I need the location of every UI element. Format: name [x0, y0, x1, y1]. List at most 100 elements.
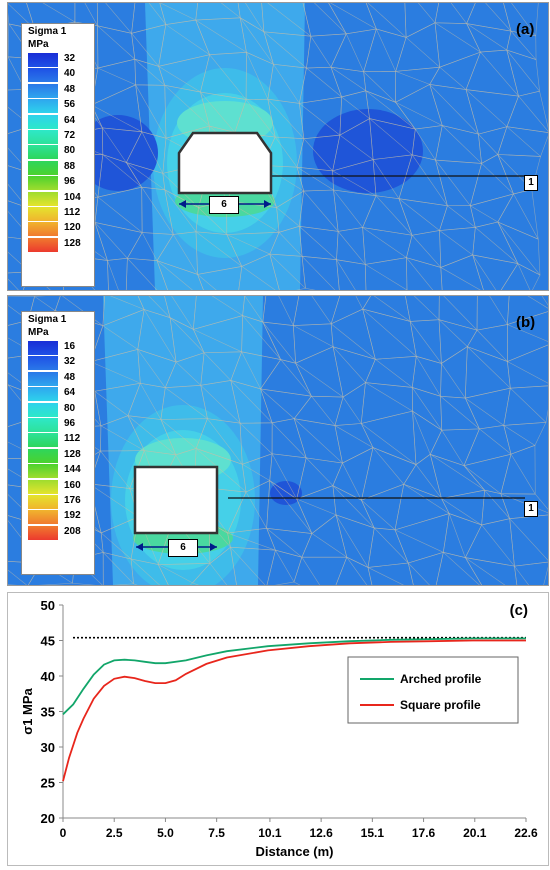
series-line	[62, 639, 526, 782]
arched-tunnel-opening	[177, 131, 273, 195]
colorbar-tick-label: 128	[64, 237, 81, 249]
colorbar-swatch	[28, 387, 58, 402]
colorbar-swatch	[28, 53, 58, 67]
panel-label-c: (c)	[510, 602, 528, 619]
colorbar-tick-label: 32	[64, 53, 76, 64]
mesh-lines	[8, 296, 548, 585]
colorbar-swatch	[28, 356, 58, 371]
colorbar-tick-label: 96	[64, 417, 76, 429]
colorbar-tick-label: 64	[64, 387, 76, 399]
colorbar-tick-label: 80	[64, 402, 76, 414]
y-tick-label: 40	[41, 669, 55, 684]
colorbar-tick-label: 112	[64, 433, 81, 445]
colorbar-tick-label: 160	[64, 479, 81, 491]
colorbar-swatch	[28, 464, 58, 479]
series-line	[62, 637, 526, 715]
y-tick-label: 35	[41, 705, 55, 720]
y-tick-label: 20	[41, 811, 55, 826]
y-axis-title: σ1 MPa	[20, 687, 35, 734]
x-tick-label: 15.1	[361, 826, 385, 840]
panel-label-a: (a)	[516, 21, 535, 38]
colorbar-swatch	[28, 68, 58, 83]
y-tick-label: 50	[41, 598, 55, 613]
colorbar-tick-label: 88	[64, 160, 76, 172]
sigma1-distance-chart: 20 25 30 35 40 45 50 0 2.5 5.0 7.5 10.1 12.6 15.1 17.6…	[7, 592, 549, 866]
x-tick-label: 5.0	[157, 826, 174, 840]
stress-contour-panel-b: Sigma 1 MPa 16 32 48 64 80 96 112 128 144 160 176 1…	[7, 295, 549, 586]
y-tick-label: 25	[41, 776, 55, 791]
colorbar-legend-b: Sigma 1 MPa 16 32 48 64 80 96 112 128 144 160 176 1…	[21, 311, 95, 575]
colorbar-tick-label: 16	[64, 341, 76, 352]
colorbar-swatch	[28, 160, 58, 175]
contour-plot-a	[8, 3, 548, 290]
colorbar-swatch	[28, 237, 58, 252]
x-tick-label: 2.5	[106, 826, 123, 840]
colorbar-unit-b: MPa	[28, 327, 49, 338]
colorbar-swatch	[28, 479, 58, 494]
x-tick-label: 10.1	[258, 826, 282, 840]
colorbar-swatch	[28, 83, 58, 98]
colorbar-swatch	[28, 525, 58, 540]
panel-label-b: (b)	[516, 314, 536, 331]
colorbar-swatch	[28, 417, 58, 432]
colorbar-tick-label: 128	[64, 448, 81, 460]
colorbar-swatch	[28, 510, 58, 525]
colorbar-tick-label: 112	[64, 206, 81, 218]
colorbar-swatch	[28, 448, 58, 463]
colorbar-swatch	[28, 114, 58, 129]
colorbar-tick-label: 56	[64, 99, 76, 111]
colorbar-swatch	[28, 341, 58, 355]
legend-label: Arched profile	[400, 672, 482, 686]
colorbar-swatch	[28, 191, 58, 206]
contour-plot-b	[8, 296, 548, 585]
square-tunnel-opening	[133, 465, 219, 535]
colorbar-tick-label: 208	[64, 525, 81, 537]
colorbar-tick-label: 104	[64, 191, 81, 203]
line-end-tag-a: 1	[524, 175, 538, 191]
colorbar-title-b: Sigma 1	[28, 314, 67, 325]
colorbar-tick-label: 32	[64, 356, 76, 368]
colorbar-swatch	[28, 206, 58, 221]
colorbar-unit-a: MPa	[28, 39, 49, 50]
colorbar-tick-label: 40	[64, 68, 76, 80]
legend-box	[347, 656, 519, 724]
x-tick-label: 7.5	[208, 826, 225, 840]
y-tick-label: 30	[41, 740, 55, 755]
x-axis-title: Distance (m)	[255, 844, 333, 859]
colorbar-tick-label: 96	[64, 176, 76, 188]
width-dimension-tag-a: 6	[209, 196, 239, 214]
colorbar-swatch	[28, 129, 58, 144]
colorbar-tick-label: 120	[64, 222, 81, 234]
colorbar-tick-label: 48	[64, 371, 76, 383]
colorbar-swatch	[28, 145, 58, 160]
y-tick-label: 45	[41, 634, 55, 649]
colorbar-swatch	[28, 176, 58, 191]
x-tick-label: 17.6	[412, 826, 436, 840]
colorbar-legend-a: Sigma 1 MPa 32 40 48 56 64 72 80 88 96 104 112 120 1…	[21, 23, 95, 287]
width-dimension-tag-b: 6	[168, 539, 198, 557]
colorbar-title-a: Sigma 1	[28, 26, 67, 37]
colorbar-tick-label: 144	[64, 464, 81, 476]
stress-contour-panel-a: Sigma 1 MPa 32 40 48 56 64 72 80 88 96 104 112 120 1…	[7, 2, 549, 291]
stress-zone-low-right	[270, 481, 302, 505]
colorbar-tick-label: 72	[64, 129, 76, 141]
x-tick-label: 12.6	[309, 826, 333, 840]
colorbar-tick-label: 176	[64, 494, 81, 506]
stress-zone-low-right	[313, 109, 423, 193]
colorbar-swatch	[28, 99, 58, 114]
colorbar-tick-label: 48	[64, 83, 76, 95]
x-tick-label: 0	[60, 826, 67, 840]
chart-legend: Arched profile Square profile	[347, 656, 519, 724]
colorbar-swatch	[28, 222, 58, 237]
x-tick-label: 20.1	[463, 826, 487, 840]
line-end-tag-b: 1	[524, 501, 538, 517]
chart-svg: 20 25 30 35 40 45 50 0 2.5 5.0 7.5 10.1 12.6 15.1 17.6…	[20, 598, 538, 859]
legend-label: Square profile	[400, 698, 481, 712]
colorbar-tick-label: 192	[64, 510, 81, 522]
colorbar-tick-label: 80	[64, 145, 76, 157]
colorbar-swatch	[28, 402, 58, 417]
stress-zone-low-left	[78, 115, 158, 191]
colorbar-swatch	[28, 371, 58, 386]
colorbar-swatch	[28, 433, 58, 448]
x-tick-label: 22.6	[514, 826, 538, 840]
